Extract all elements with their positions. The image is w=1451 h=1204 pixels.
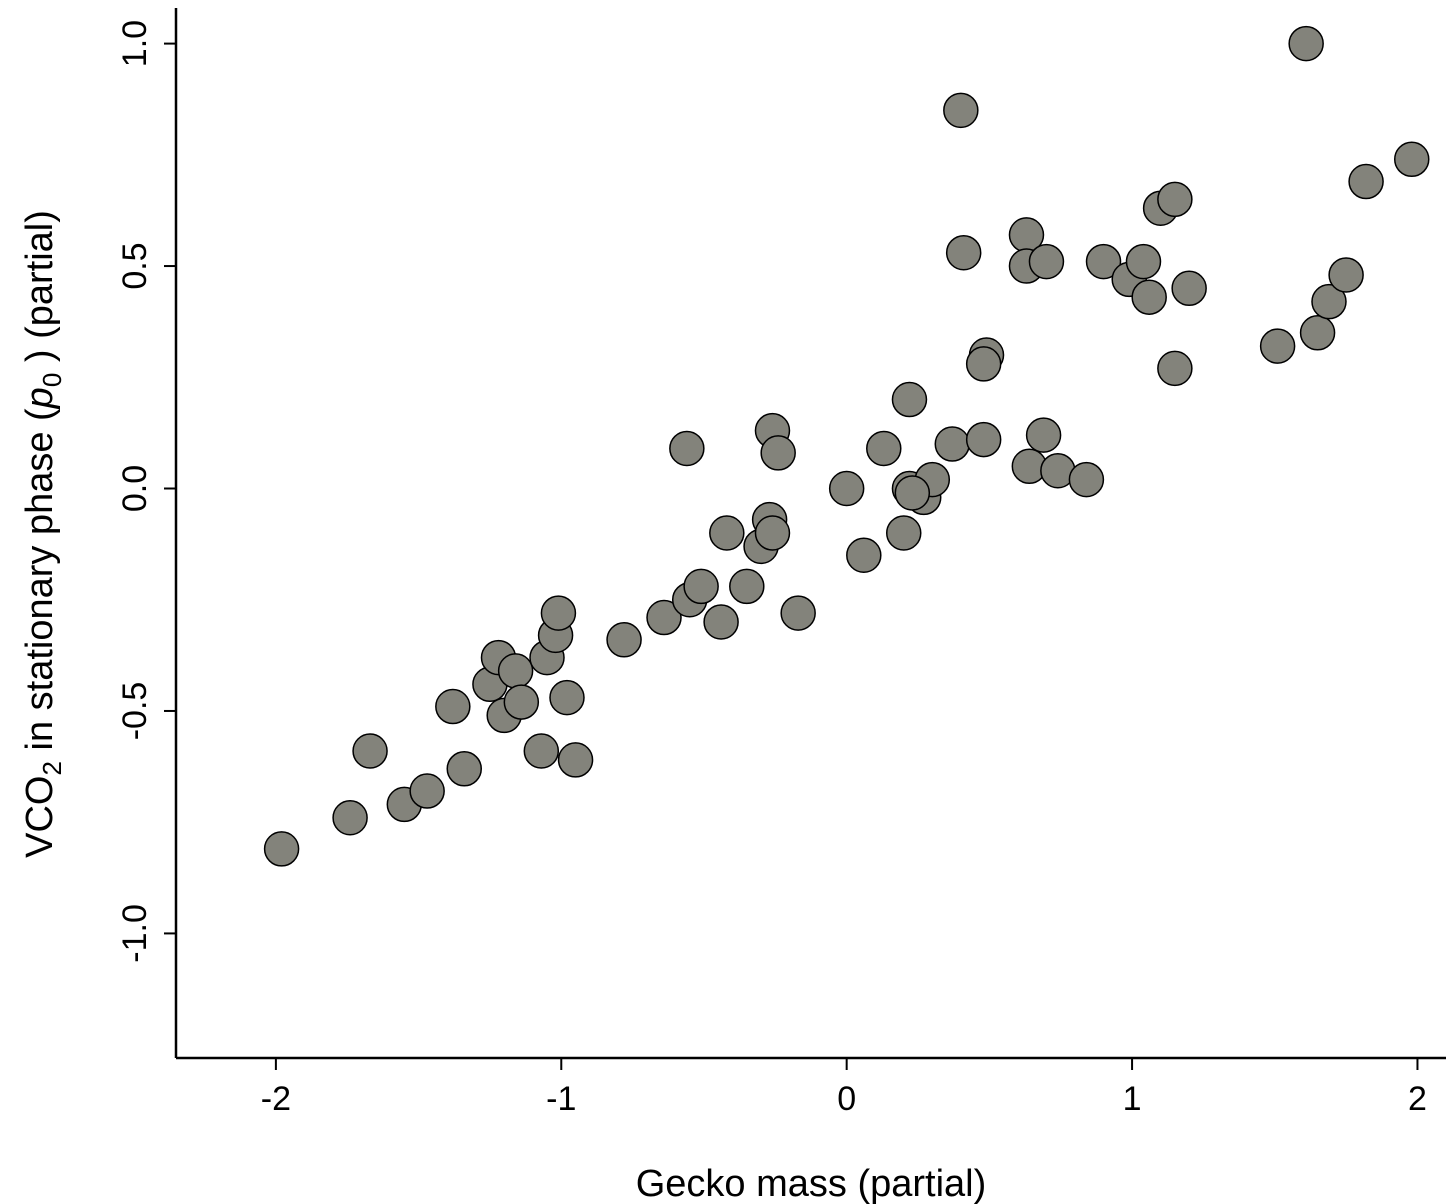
data-point — [540, 595, 577, 631]
data-point — [1259, 328, 1296, 364]
x-tick-label: -1 — [546, 1080, 576, 1118]
y-tick-label: 1.0 — [116, 20, 154, 67]
data-point — [1125, 243, 1162, 280]
data-point — [894, 475, 931, 511]
data-point — [646, 599, 682, 636]
data-point — [435, 688, 471, 725]
data-point — [1171, 270, 1207, 307]
data-point — [409, 773, 445, 809]
y-axis-title-prefix: VCO — [19, 776, 61, 858]
data-point — [703, 604, 739, 640]
y-axis-title-suffix: ) (partial) — [19, 210, 61, 373]
data-point — [606, 622, 642, 658]
data-point — [1068, 461, 1105, 498]
data-point — [332, 799, 368, 836]
data-point — [523, 733, 560, 769]
data-point — [549, 679, 585, 716]
y-tick-label: 0.0 — [116, 465, 154, 512]
data-point — [497, 653, 534, 689]
data-point — [1157, 350, 1193, 387]
y-tick-label: -0.5 — [116, 682, 154, 741]
y-axis-title-subscript-2: 0 — [37, 373, 67, 387]
data-point — [1028, 243, 1065, 280]
x-tick-label: -2 — [261, 1080, 291, 1118]
y-ticks: -1.0 -0.5 0.0 0.5 1.0 — [116, 20, 176, 963]
axes — [174, 8, 1446, 1060]
data-point — [729, 568, 765, 605]
data-point — [557, 742, 594, 778]
data-point — [891, 381, 928, 418]
y-axis-title-variable: p — [19, 387, 61, 409]
data-point — [934, 426, 971, 462]
x-tick-label: 1 — [1123, 1080, 1142, 1118]
data-point — [1311, 283, 1347, 320]
data-point — [683, 568, 719, 605]
data-point — [263, 831, 300, 867]
data-point — [1157, 181, 1193, 218]
data-point — [1085, 243, 1122, 280]
y-tick-label: 0.5 — [116, 242, 154, 289]
x-axis-title: Gecko mass (partial) — [636, 1163, 987, 1204]
data-point — [1131, 279, 1167, 315]
data-point — [760, 435, 796, 471]
y-axis-title-middle: in stationary phase ( — [19, 408, 61, 761]
x-tick-label: 0 — [837, 1080, 856, 1118]
data-point — [446, 751, 482, 787]
x-ticks: -2 -1 0 1 2 — [261, 1058, 1427, 1118]
data-point — [965, 346, 1002, 382]
data-point — [1299, 315, 1336, 351]
data-point — [1288, 25, 1324, 62]
data-point — [828, 470, 865, 507]
y-axis-title: VCO2 in stationary phase (p0 ) (partial) — [19, 210, 67, 858]
y-axis-title-subscript-1: 2 — [37, 761, 67, 775]
x-tick-label: 2 — [1408, 1080, 1427, 1118]
data-point — [866, 430, 902, 467]
data-point — [945, 234, 982, 271]
data-point — [943, 92, 979, 129]
data-point — [780, 595, 816, 631]
data-point — [1328, 257, 1364, 293]
data-point — [846, 537, 882, 573]
data-point — [1394, 141, 1430, 178]
data-point — [1025, 417, 1062, 453]
data-point — [886, 515, 922, 551]
y-tick-label: -1.0 — [116, 904, 154, 963]
data-point — [709, 515, 745, 551]
data-point — [669, 430, 705, 467]
data-points — [263, 25, 1430, 867]
data-point — [965, 421, 1002, 458]
data-point — [1348, 163, 1384, 200]
data-point — [352, 733, 388, 769]
data-point — [754, 515, 791, 551]
data-point — [503, 684, 540, 720]
